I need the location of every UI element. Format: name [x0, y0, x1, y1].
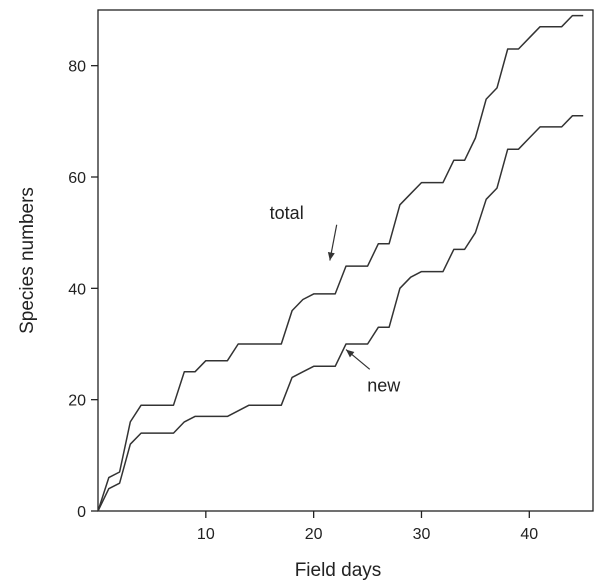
x-tick-label: 10 — [197, 526, 215, 543]
annotation-new: new — [367, 375, 401, 395]
plot-border — [97, 9, 594, 512]
x-axis-title: Field days — [295, 560, 382, 581]
y-axis-title: Species numbers — [17, 187, 38, 334]
series-line-new — [97, 115, 584, 512]
plot-frame — [97, 9, 594, 512]
x-tick-label: 30 — [413, 526, 431, 543]
arrowhead-new — [346, 349, 355, 358]
x-tick-label: 40 — [520, 526, 538, 543]
y-tick-label: 80 — [68, 59, 86, 76]
annotations: total new — [270, 203, 402, 396]
y-tick-label: 20 — [68, 393, 86, 410]
annotation-total: total — [270, 203, 304, 223]
x-axis-ticks: 10 20 30 40 — [197, 511, 538, 543]
arrowhead-total — [327, 251, 335, 261]
x-tick-label: 20 — [305, 526, 323, 543]
y-tick-label: 60 — [68, 170, 86, 187]
series-line-total — [97, 14, 584, 512]
series-layer — [97, 14, 584, 512]
y-axis-ticks: 0 20 40 60 80 — [68, 59, 98, 521]
y-tick-label: 40 — [68, 281, 86, 298]
y-tick-label: 0 — [77, 504, 86, 521]
